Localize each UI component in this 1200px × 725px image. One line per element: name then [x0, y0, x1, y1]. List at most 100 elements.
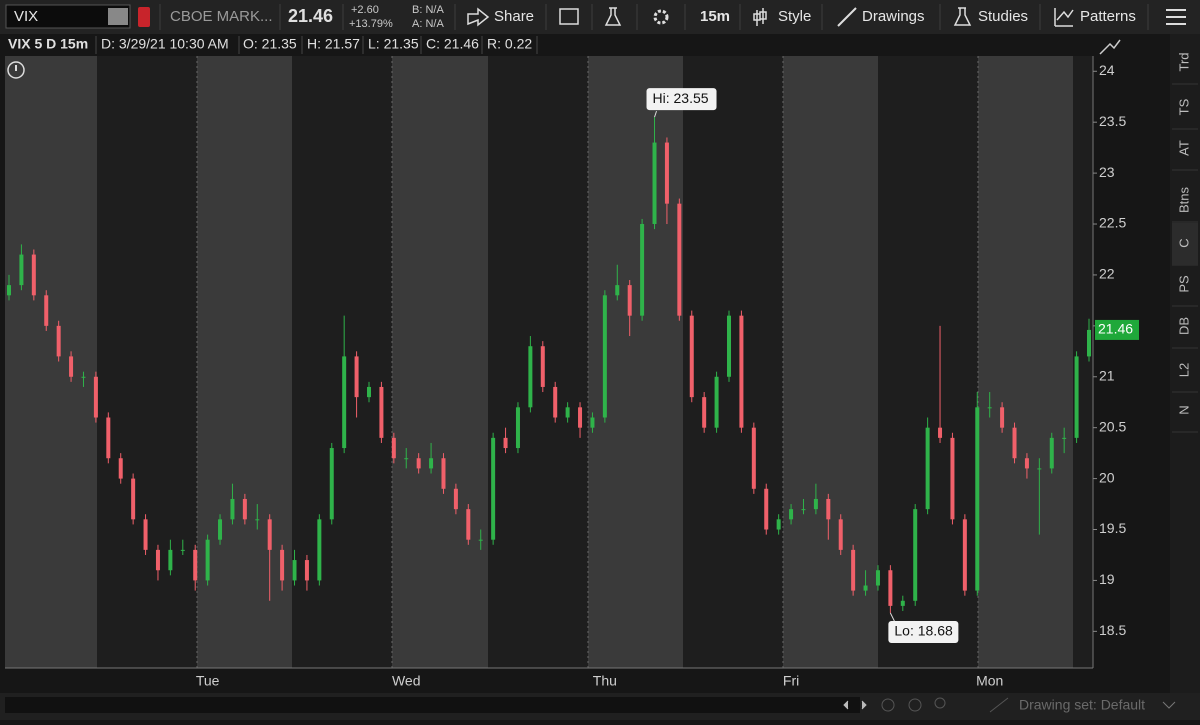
alert-icon[interactable]	[7, 61, 25, 79]
share-button[interactable]: Share	[494, 8, 534, 25]
drawing-set[interactable]: Drawing set: Default	[1019, 697, 1145, 713]
scale-icon[interactable]	[1099, 39, 1121, 55]
candle-body	[776, 519, 781, 530]
symbol-dropdown[interactable]	[108, 8, 128, 25]
candle-body	[950, 437, 955, 520]
side-tab[interactable]: PS	[1176, 275, 1191, 293]
side-tab[interactable]: TS	[1176, 98, 1191, 115]
x-tick-label: Wed	[392, 673, 421, 689]
candle-body	[1062, 437, 1067, 439]
symbol-input[interactable]	[5, 4, 131, 29]
side-tab[interactable]: N	[1176, 405, 1191, 414]
side-tab[interactable]: AT	[1176, 140, 1191, 156]
candle-body	[664, 142, 669, 204]
plot-area: 18.51919.52020.52121.52222.52323.524TueW…	[5, 56, 1139, 689]
style-icon[interactable]	[753, 8, 767, 26]
candle-body	[615, 285, 620, 296]
drawing-set-arrow[interactable]	[1162, 701, 1176, 709]
studies-icon[interactable]	[953, 7, 972, 26]
candle-body	[354, 356, 359, 398]
candle-body	[329, 448, 334, 520]
candle-body	[1000, 407, 1005, 428]
candle-body	[1024, 458, 1029, 469]
candle-body	[913, 509, 918, 601]
candle-body	[304, 560, 309, 581]
drawing-icon[interactable]	[989, 697, 1009, 713]
x-tick-label: Thu	[593, 673, 617, 689]
candle-body	[714, 376, 719, 428]
candle-body	[938, 427, 943, 438]
candle-body	[317, 519, 322, 581]
candle-body	[528, 346, 533, 408]
header-row	[0, 34, 1170, 56]
snapshot-icon[interactable]	[559, 8, 579, 25]
candle-body	[677, 203, 682, 316]
studies-button[interactable]: Studies	[978, 8, 1028, 25]
y-tick-label: 21	[1099, 367, 1115, 383]
y-tick-label: 20.5	[1099, 418, 1126, 434]
style-button[interactable]: Style	[778, 8, 811, 25]
crosshair-icon[interactable]	[908, 698, 922, 712]
scroll-arrows[interactable]	[843, 700, 867, 710]
pct-change: +13.79%	[349, 18, 393, 30]
candle-body	[292, 560, 297, 581]
candle-body	[56, 325, 61, 357]
candle-body	[689, 315, 694, 398]
zoom-icon[interactable]	[934, 697, 946, 709]
link-icon[interactable]	[138, 7, 150, 27]
high-label-box	[646, 88, 717, 111]
y-tick-label: 24	[1099, 62, 1115, 78]
patterns-icon[interactable]	[1054, 8, 1074, 27]
drawings-icon[interactable]	[837, 7, 857, 27]
candle-body	[93, 376, 98, 418]
candle-body	[31, 254, 36, 296]
drawings-button[interactable]: Drawings	[862, 8, 925, 25]
settings-icon[interactable]	[653, 9, 669, 25]
candle-body	[838, 519, 843, 550]
candle-body	[813, 498, 818, 510]
extended-hours-band	[783, 56, 878, 668]
interval-button[interactable]: 15m	[700, 8, 730, 25]
side-panel	[1170, 34, 1200, 720]
candle-body	[863, 585, 868, 591]
candle-body	[590, 417, 595, 428]
side-tab[interactable]: Trd	[1176, 52, 1191, 71]
menu-icon[interactable]	[1166, 9, 1186, 25]
candle-body	[801, 509, 806, 511]
candle-body	[267, 519, 272, 550]
side-tab[interactable]: DB	[1176, 317, 1191, 335]
pan-icon[interactable]	[881, 698, 895, 712]
side-tab[interactable]: Btns	[1176, 186, 1191, 213]
candle-body	[826, 498, 831, 520]
low-pointer	[889, 612, 895, 622]
candle-body	[429, 458, 434, 469]
bid: B: N/A	[412, 4, 444, 16]
scrollbar[interactable]	[5, 697, 860, 713]
high-pointer	[654, 110, 657, 118]
candle-body	[242, 498, 247, 520]
candle-body	[900, 600, 905, 606]
last-price-box	[1095, 319, 1139, 340]
bar-range: R: 0.22	[487, 36, 532, 52]
side-tab[interactable]: C	[1176, 238, 1191, 247]
candle-body	[44, 295, 49, 326]
candle-body	[565, 407, 570, 418]
candle-body	[379, 386, 384, 438]
share-icon[interactable]	[467, 7, 490, 27]
candle-body	[640, 224, 645, 316]
flask-icon[interactable]	[604, 7, 622, 26]
x-tick-label: Tue	[196, 673, 220, 689]
candle-body	[131, 478, 136, 520]
candle-body	[888, 570, 893, 606]
high-label: Hi: 23.55	[653, 90, 709, 106]
y-tick-label: 22.5	[1099, 215, 1126, 231]
candle-body	[106, 417, 111, 459]
candle-body	[205, 539, 210, 581]
candle-body	[1012, 427, 1017, 459]
y-tick-label: 20	[1099, 469, 1115, 485]
candle-body	[962, 519, 967, 591]
chart-title: VIX 5 D 15m	[8, 36, 88, 52]
patterns-button[interactable]: Patterns	[1080, 8, 1136, 25]
side-tab[interactable]: L2	[1176, 363, 1191, 377]
candle-body	[69, 356, 74, 377]
